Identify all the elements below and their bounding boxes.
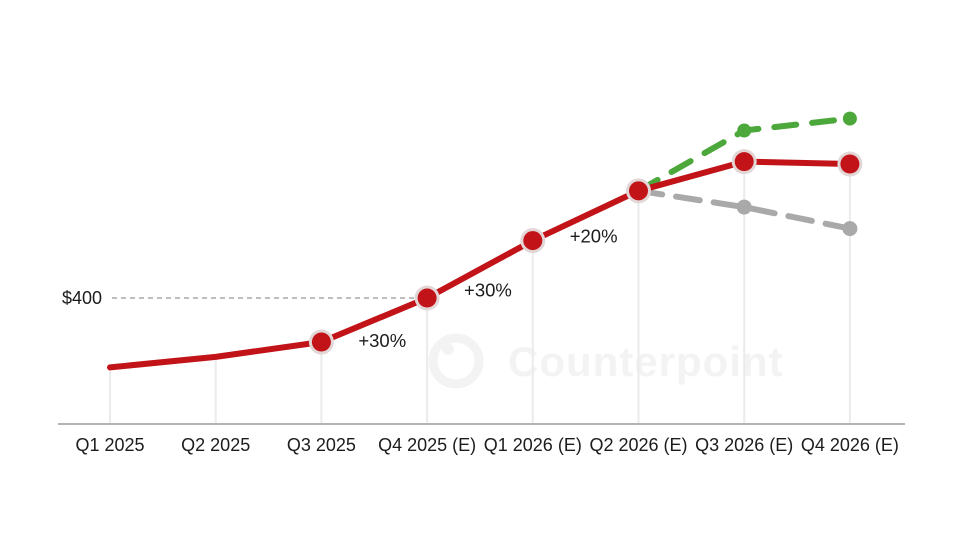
data-point-marker-downside [736, 199, 752, 215]
data-point-marker-upside [737, 123, 752, 138]
growth-annotation-1: +30% [464, 279, 512, 300]
data-point-marker-main [629, 181, 648, 201]
x-axis-label-3: Q4 2025 (E) [378, 435, 476, 455]
x-axis-label-1: Q2 2025 [181, 435, 250, 455]
data-point-marker-upside [842, 111, 857, 126]
growth-annotation-0: +30% [358, 330, 406, 351]
counterpoint-ring-logo-icon [428, 333, 484, 389]
counterpoint-logo-dot-icon [442, 343, 454, 355]
x-axis-label-0: Q1 2025 [75, 435, 144, 455]
growth-annotation-2: +20% [570, 226, 618, 247]
data-point-marker-main [311, 332, 331, 352]
series-line-downside-scenario [635, 187, 853, 232]
data-point-marker-main [523, 231, 543, 251]
data-point-marker-main [734, 152, 754, 172]
reference-value-label: $400 [62, 288, 102, 308]
x-axis-label-6: Q3 2026 (E) [695, 435, 793, 455]
x-axis-label-2: Q3 2025 [287, 435, 356, 455]
data-point-marker-main [840, 154, 860, 174]
data-point-marker-downside [842, 221, 858, 237]
x-axis-label-5: Q2 2026 (E) [589, 435, 687, 455]
data-point-marker-main [417, 288, 437, 308]
watermark-brand-text: Counterpoint [508, 338, 784, 385]
x-axis-label-7: Q4 2026 (E) [801, 435, 899, 455]
series-line-price-actual-and-forecast [107, 158, 853, 371]
x-axis-label-4: Q1 2026 (E) [484, 435, 582, 455]
